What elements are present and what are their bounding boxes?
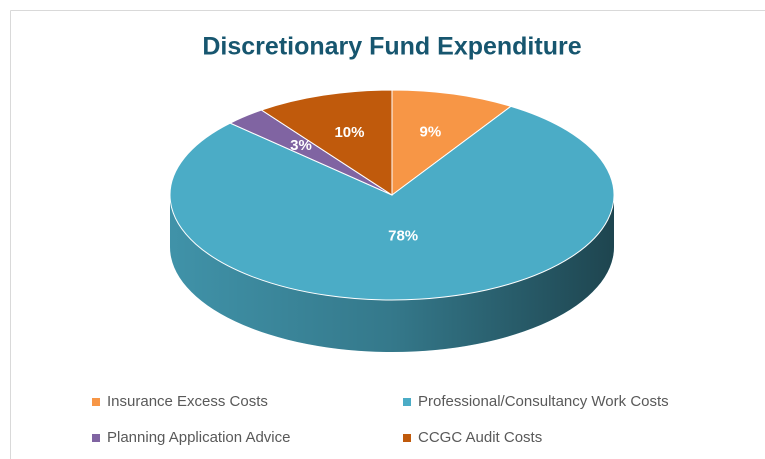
data-label: 3% bbox=[290, 137, 312, 154]
slice bbox=[260, 89, 393, 196]
side-shade bbox=[170, 195, 614, 352]
legend-label: Professional/Consultancy Work Costs bbox=[418, 393, 669, 410]
legend-swatch bbox=[403, 398, 411, 406]
legend-swatch bbox=[403, 434, 411, 442]
data-label: 10% bbox=[334, 124, 364, 141]
legend-label: Insurance Excess Costs bbox=[107, 393, 268, 410]
legend-label: CCGC Audit Costs bbox=[418, 429, 542, 446]
legend-label: Planning Application Advice bbox=[107, 429, 290, 446]
chart-title: Discretionary Fund Expenditure bbox=[202, 33, 581, 61]
slice bbox=[391, 89, 513, 196]
data-label: 78% bbox=[388, 228, 418, 245]
slice bbox=[169, 105, 615, 301]
legend-swatch bbox=[92, 434, 100, 442]
legend-swatch bbox=[92, 398, 100, 406]
data-label: 9% bbox=[420, 123, 442, 140]
